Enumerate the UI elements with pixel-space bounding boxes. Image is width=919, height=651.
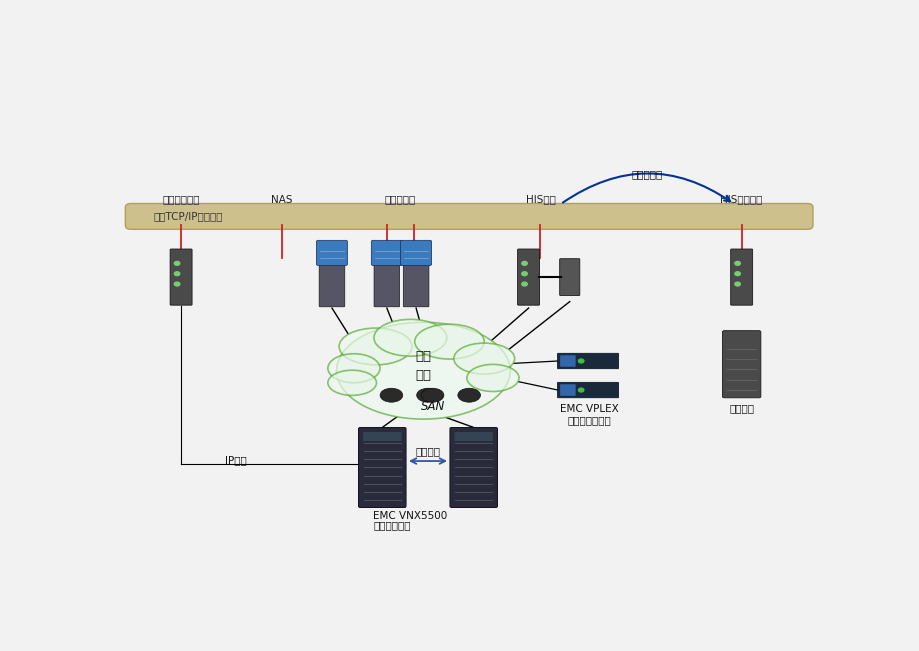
Text: 统一备份系统: 统一备份系统 (162, 195, 199, 204)
Text: 通道: 通道 (415, 369, 431, 382)
FancyBboxPatch shape (363, 432, 401, 441)
FancyBboxPatch shape (403, 260, 428, 307)
FancyBboxPatch shape (454, 432, 493, 441)
Ellipse shape (416, 388, 439, 402)
FancyBboxPatch shape (557, 353, 618, 368)
Text: 虚拟化平台: 虚拟化平台 (384, 195, 415, 204)
Ellipse shape (339, 328, 412, 365)
Ellipse shape (373, 320, 447, 356)
Ellipse shape (373, 320, 447, 356)
Ellipse shape (327, 370, 376, 395)
Ellipse shape (414, 324, 483, 359)
FancyBboxPatch shape (374, 260, 399, 307)
Circle shape (174, 262, 179, 266)
FancyBboxPatch shape (319, 260, 345, 307)
Ellipse shape (327, 353, 380, 383)
Text: SAN: SAN (420, 400, 444, 413)
Ellipse shape (466, 365, 518, 391)
Circle shape (521, 282, 527, 286)
Ellipse shape (421, 388, 443, 402)
FancyBboxPatch shape (730, 249, 752, 305)
Circle shape (521, 271, 527, 275)
Text: EMC VPLEX
存储虚拟化引擎: EMC VPLEX 存储虚拟化引擎 (560, 404, 618, 425)
Circle shape (578, 359, 584, 363)
FancyBboxPatch shape (721, 331, 760, 398)
FancyBboxPatch shape (560, 384, 575, 396)
Circle shape (578, 388, 584, 392)
Text: 千兆TCP/IP以太网络: 千兆TCP/IP以太网络 (153, 212, 223, 221)
Circle shape (174, 282, 179, 286)
FancyBboxPatch shape (559, 258, 579, 296)
Circle shape (174, 271, 179, 275)
Circle shape (734, 271, 740, 275)
FancyBboxPatch shape (449, 428, 497, 508)
Ellipse shape (336, 322, 510, 419)
Text: IP访问: IP访问 (225, 455, 246, 465)
Circle shape (734, 262, 740, 266)
Circle shape (521, 262, 527, 266)
FancyBboxPatch shape (557, 382, 618, 398)
Text: 光纤: 光纤 (415, 350, 431, 363)
Ellipse shape (339, 328, 412, 365)
Ellipse shape (327, 370, 376, 395)
Ellipse shape (453, 343, 514, 374)
FancyBboxPatch shape (125, 204, 812, 229)
FancyBboxPatch shape (371, 240, 402, 266)
Text: 灾备机房: 灾备机房 (729, 403, 754, 413)
Ellipse shape (453, 343, 514, 374)
Ellipse shape (458, 388, 480, 402)
Ellipse shape (380, 388, 403, 402)
Text: EMC VNX5500: EMC VNX5500 (373, 511, 447, 521)
Text: 数据库复制: 数据库复制 (631, 169, 663, 179)
FancyBboxPatch shape (400, 240, 431, 266)
Text: HIS系统: HIS系统 (525, 195, 555, 204)
FancyBboxPatch shape (170, 249, 192, 305)
FancyBboxPatch shape (560, 355, 575, 367)
FancyBboxPatch shape (316, 240, 347, 266)
Text: HIS灾备系统: HIS灾备系统 (720, 195, 762, 204)
Ellipse shape (336, 322, 510, 419)
Text: 数据同步: 数据同步 (415, 447, 440, 456)
Ellipse shape (327, 353, 380, 383)
FancyBboxPatch shape (517, 249, 539, 305)
FancyBboxPatch shape (358, 428, 405, 508)
Text: 统一存储系统: 统一存储系统 (373, 521, 410, 531)
Text: NAS: NAS (270, 195, 292, 204)
Circle shape (734, 282, 740, 286)
Ellipse shape (466, 365, 518, 391)
Ellipse shape (414, 324, 483, 359)
